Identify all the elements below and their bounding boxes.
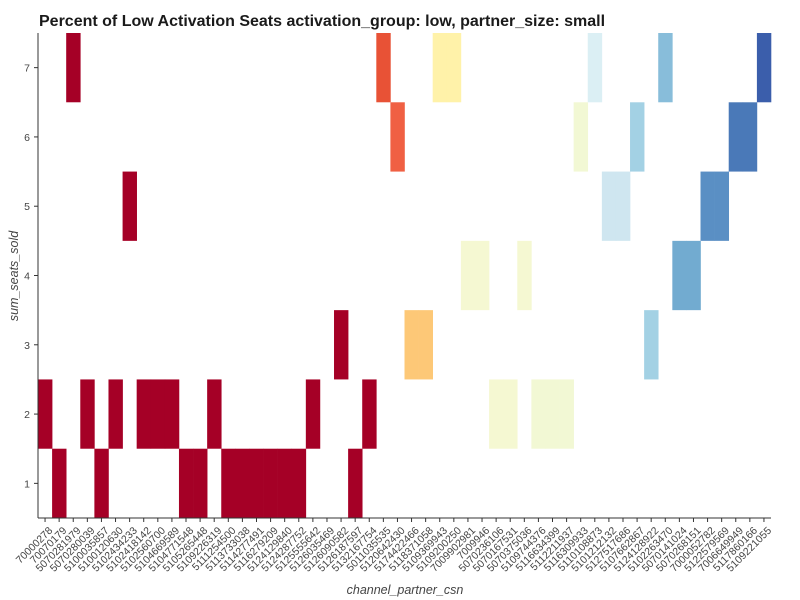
y-tick-label: 2 <box>24 409 30 421</box>
heatmap-cell <box>404 310 419 380</box>
heatmap-cell <box>221 448 236 518</box>
heatmap-cell <box>291 448 307 518</box>
heatmap-cell <box>305 379 321 449</box>
x-axis-ticks: 7000027870070179507028197950702800395100… <box>14 518 774 575</box>
heatmap-cell <box>644 310 659 380</box>
y-axis-ticks: 1 2 3 4 5 6 7 <box>24 63 38 490</box>
heatmap-cell <box>94 448 109 518</box>
heatmap-cell <box>587 33 603 103</box>
heatmap-cell <box>38 379 53 449</box>
chart-title: Percent of Low Activation Seats activati… <box>39 13 605 30</box>
heatmap-cell <box>517 240 532 311</box>
heatmap-cell <box>277 448 293 518</box>
y-tick-label: 6 <box>24 132 30 144</box>
heatmap-cell <box>714 171 730 241</box>
heatmap-cell <box>559 379 574 449</box>
heatmap-cell <box>601 171 617 241</box>
y-tick-label: 1 <box>24 478 30 490</box>
heatmap-cell <box>66 33 81 103</box>
heatmap-cell <box>545 379 560 449</box>
heatmap-cell <box>207 379 222 449</box>
heatmap-cell <box>249 448 264 518</box>
heatmap-cell <box>446 33 462 103</box>
heatmap-cell <box>122 171 137 241</box>
y-axis-label: sum_seats_sold <box>7 230 21 321</box>
heatmap-cell <box>630 102 645 172</box>
heatmap-cell <box>531 379 546 449</box>
heatmap-cell <box>474 240 490 311</box>
heatmap-cell <box>263 448 278 518</box>
heatmap-cell <box>80 379 95 449</box>
heatmap-cell <box>742 102 758 172</box>
heatmap-cell <box>235 448 250 518</box>
heatmap-cells <box>38 33 772 518</box>
heatmap-cell <box>672 240 687 311</box>
heatmap-cell <box>334 310 349 380</box>
heatmap-cell <box>193 448 208 518</box>
heatmap-cell <box>756 33 772 103</box>
heatmap-cell <box>573 102 589 172</box>
heatmap-cell <box>700 171 715 241</box>
heatmap-cell <box>686 240 701 311</box>
x-axis-label: channel_partner_csn <box>347 583 464 597</box>
heatmap-cell <box>136 379 152 449</box>
y-tick-label: 5 <box>24 201 30 213</box>
heatmap-cell <box>348 448 363 518</box>
heatmap-cell <box>390 102 405 172</box>
heatmap-cell <box>503 379 518 449</box>
heatmap-cell <box>418 310 433 380</box>
heatmap-cell <box>658 33 673 103</box>
heatmap-cell <box>108 379 123 449</box>
heatmap-cell <box>52 448 67 518</box>
heatmap-cell <box>376 33 391 103</box>
y-tick-label: 7 <box>24 63 30 75</box>
heatmap-cell <box>362 379 377 449</box>
heatmap-cell <box>489 379 504 449</box>
heatmap-cell <box>164 379 180 449</box>
heatmap-cell <box>150 379 166 449</box>
y-tick-label: 3 <box>24 340 30 352</box>
heatmap-cell <box>615 171 631 241</box>
heatmap-cell <box>728 102 744 172</box>
heatmap-cell <box>432 33 448 103</box>
y-tick-label: 4 <box>24 271 30 283</box>
heatmap-cell <box>178 448 194 518</box>
heatmap-cell <box>460 240 476 311</box>
